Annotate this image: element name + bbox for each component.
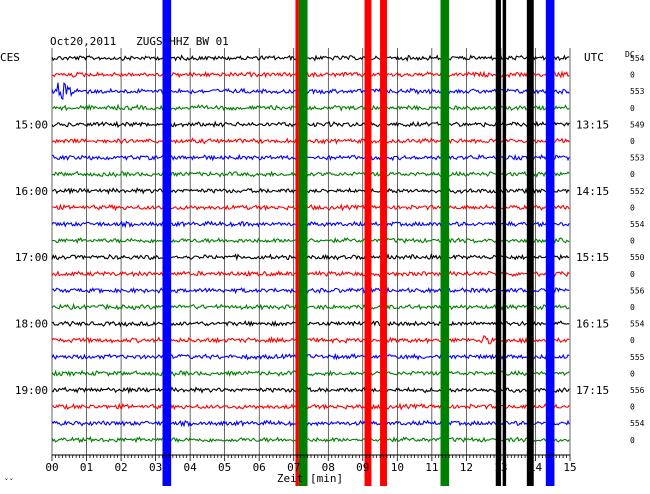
seismic-trace [52,203,570,212]
left-hour-label: 19:00 [15,384,48,397]
dc-offset-value: 0 [630,403,635,412]
seismic-trace [52,69,570,79]
dc-offset-value: 0 [630,71,635,80]
dc-offset-value: 0 [630,369,635,378]
dc-offset-value: 554 [630,320,645,329]
dc-offset-value: 0 [630,137,635,146]
dc-offset-value: 0 [630,104,635,113]
bottom-left-note: ˇˇ [4,477,14,487]
saturated-band [495,0,501,486]
x-tick-label: 05 [218,461,231,474]
saturated-band [295,0,299,486]
x-tick-label: 09 [356,461,369,474]
x-tick-label: 15 [563,461,576,474]
seismic-trace [51,435,570,444]
chart-title: Oct20,2011 ZUGS HHZ BW 01 [50,35,229,48]
left-hour-label: 18:00 [15,318,48,331]
x-tick-label: 04 [184,461,198,474]
x-tick-label: 12 [460,461,473,474]
dc-offset-value: 549 [630,120,645,129]
dc-offset-value: 0 [630,436,635,445]
saturated-band [440,0,450,486]
dc-offset-value: 552 [630,187,645,196]
x-tick-label: 07 [287,461,300,474]
left-hour-label: 17:00 [15,251,48,264]
dc-offset-value: 554 [630,419,645,428]
seismic-trace [51,103,570,112]
dc-offset-value: 0 [630,237,635,246]
dc-offset-value: 0 [630,170,635,179]
seismic-trace [51,269,570,278]
saturated-band [545,0,555,486]
seismic-trace [51,386,570,395]
dc-offset-value: 556 [630,386,645,395]
x-axis-label: Zeit [min] [277,472,343,485]
dc-offset-value: 555 [630,353,645,362]
seismic-trace [51,252,570,262]
seismic-traces [51,53,570,444]
left-time-labels: 15:00 16:00 17:00 18:00 19:00 [15,118,48,397]
right-timezone-label: UTC [584,51,604,64]
seismic-trace [51,186,570,195]
seismic-trace [51,302,570,311]
x-tick-label: 06 [253,461,266,474]
x-tick-label: 08 [322,461,335,474]
seismic-trace [51,286,570,295]
right-time-labels: 13:15 14:15 15:15 16:15 17:15 [576,118,609,397]
dc-offset-value: 556 [630,286,645,295]
seismic-trace [51,53,570,63]
x-tick-label: 00 [45,461,58,474]
saturated-band [298,0,308,486]
seismic-trace [51,120,570,129]
seismic-trace [52,402,570,411]
dc-column-header: DC [625,50,635,59]
seismic-trace [51,137,570,145]
saturated-band [364,0,372,486]
seismic-trace [51,369,570,378]
saturated-band [502,0,507,486]
dc-offset-value: 0 [630,203,635,212]
x-tick-label: 14 [529,461,543,474]
x-tick-label: 02 [114,461,127,474]
seismic-trace [51,236,570,245]
saturated-band [526,0,534,486]
right-time-label: 15:15 [576,251,609,264]
right-time-label: 13:15 [576,118,609,131]
dc-offset-value: 554 [630,54,645,63]
left-hour-label: 16:00 [15,185,48,198]
seismic-trace [51,419,570,428]
dc-offset-value: 0 [630,303,635,312]
seismic-trace [51,220,570,229]
right-time-label: 16:15 [576,318,609,331]
left-hour-label: 15:00 [15,118,48,131]
x-tick-label: 13 [494,461,507,474]
seismic-trace [51,319,570,328]
saturated-band [380,0,387,486]
seismic-trace [52,153,570,162]
saturated-band [162,0,172,486]
seismic-trace [51,170,570,178]
saturated-bands [162,0,555,486]
dc-offset-value: 553 [630,87,645,96]
dc-offset-value: 554 [630,220,645,229]
seismic-trace [51,352,570,361]
seismic-trace [51,81,570,100]
dc-offset-value: 550 [630,253,645,262]
right-time-label: 14:15 [576,185,609,198]
left-timezone-label: CES [0,51,20,64]
seismic-trace [51,334,570,345]
dc-offset-value: 0 [630,270,635,279]
x-tick-label: 03 [149,461,162,474]
x-tick-label: 11 [425,461,438,474]
right-time-label: 17:15 [576,384,609,397]
x-tick-label: 10 [391,461,404,474]
dc-offset-column: 554 0 553 0 549 0 553 0 552 0 554 0 550 0 556 0 554 0 555 0… [630,54,645,445]
x-axis: 00 01 02 03 04 05 06 07 08 09 10 11 12 13 14 15 [45,454,577,474]
dc-offset-value: 553 [630,154,645,163]
x-tick-label: 01 [80,461,93,474]
dc-offset-value: 0 [630,336,635,345]
